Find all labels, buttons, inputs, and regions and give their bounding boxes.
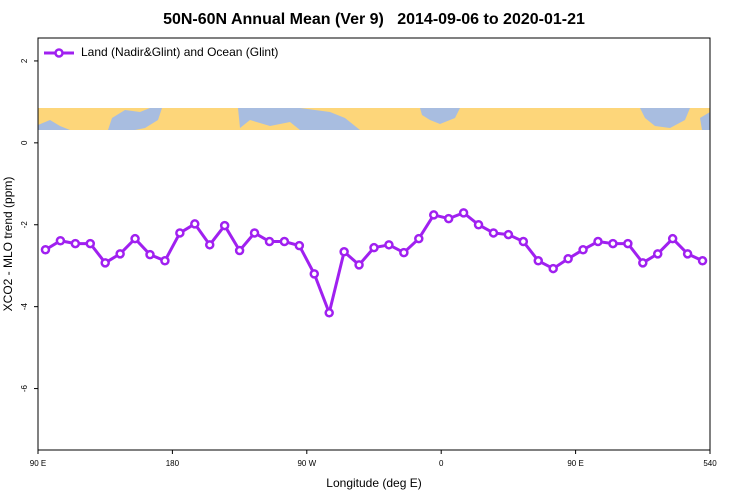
data-point (264, 236, 275, 247)
data-point (339, 247, 349, 257)
y-axis-label: XCO2 - MLO trend (ppm) (1, 177, 15, 312)
data-point (384, 240, 394, 250)
data-point (85, 238, 96, 249)
data-point (369, 242, 379, 253)
data-point (503, 229, 514, 240)
data-point (399, 247, 409, 258)
data-point (219, 220, 230, 231)
plot-frame (37, 37, 711, 451)
data-point (294, 240, 305, 251)
data-point (443, 213, 454, 224)
legend-label: Land (Nadir&Glint) and Ocean (Glint) (81, 45, 278, 59)
data-point (697, 256, 708, 266)
x-tick-label: 180 (166, 459, 180, 468)
data-point (682, 249, 693, 259)
x-tick-label: 90 E (30, 459, 46, 468)
data-point (145, 249, 155, 260)
data-point (70, 238, 81, 249)
y-tick-label: 0 (20, 140, 29, 145)
data-point (638, 258, 648, 268)
x-tick-label: 540 (703, 459, 717, 468)
data-point (563, 253, 573, 264)
data-point (578, 244, 588, 255)
data-point (204, 240, 215, 250)
data-point (518, 236, 529, 247)
chart-title: 50N-60N Annual Mean (Ver 9) 2014-09-06 t… (163, 11, 585, 28)
data-point (652, 249, 663, 259)
y-tick-label: -4 (20, 303, 29, 311)
data-point (115, 249, 125, 259)
data-point (488, 228, 499, 238)
data-line (44, 211, 704, 318)
data-point (533, 256, 544, 266)
x-tick-label: 0 (439, 459, 444, 468)
data-point (473, 220, 484, 230)
legend-marker (54, 48, 64, 58)
x-tick-label: 90 E (567, 459, 583, 468)
data-point (324, 308, 334, 318)
data-point (175, 228, 185, 238)
y-tick-label: -2 (20, 221, 29, 229)
data-point (608, 238, 618, 249)
data-point (234, 245, 245, 256)
data-point (160, 256, 170, 266)
data-point (428, 210, 439, 220)
data-point (667, 233, 678, 244)
data-point (249, 228, 260, 238)
data-point (309, 269, 320, 279)
data-point (55, 235, 66, 246)
data-point (40, 244, 51, 255)
y-tick-label: -6 (20, 384, 29, 392)
data-point (130, 233, 140, 244)
data-point (548, 263, 558, 274)
data-point (623, 238, 633, 249)
x-tick-label: 90 W (297, 459, 316, 468)
data-point (190, 219, 200, 229)
map-band (38, 108, 710, 130)
data-point (354, 260, 364, 270)
data-point (279, 236, 290, 247)
data-point (593, 236, 603, 247)
data-point (414, 233, 424, 244)
data-point (458, 208, 469, 218)
y-tick-label: 2 (20, 58, 29, 63)
x-axis-label: Longitude (deg E) (326, 476, 421, 490)
data-point (100, 258, 110, 268)
